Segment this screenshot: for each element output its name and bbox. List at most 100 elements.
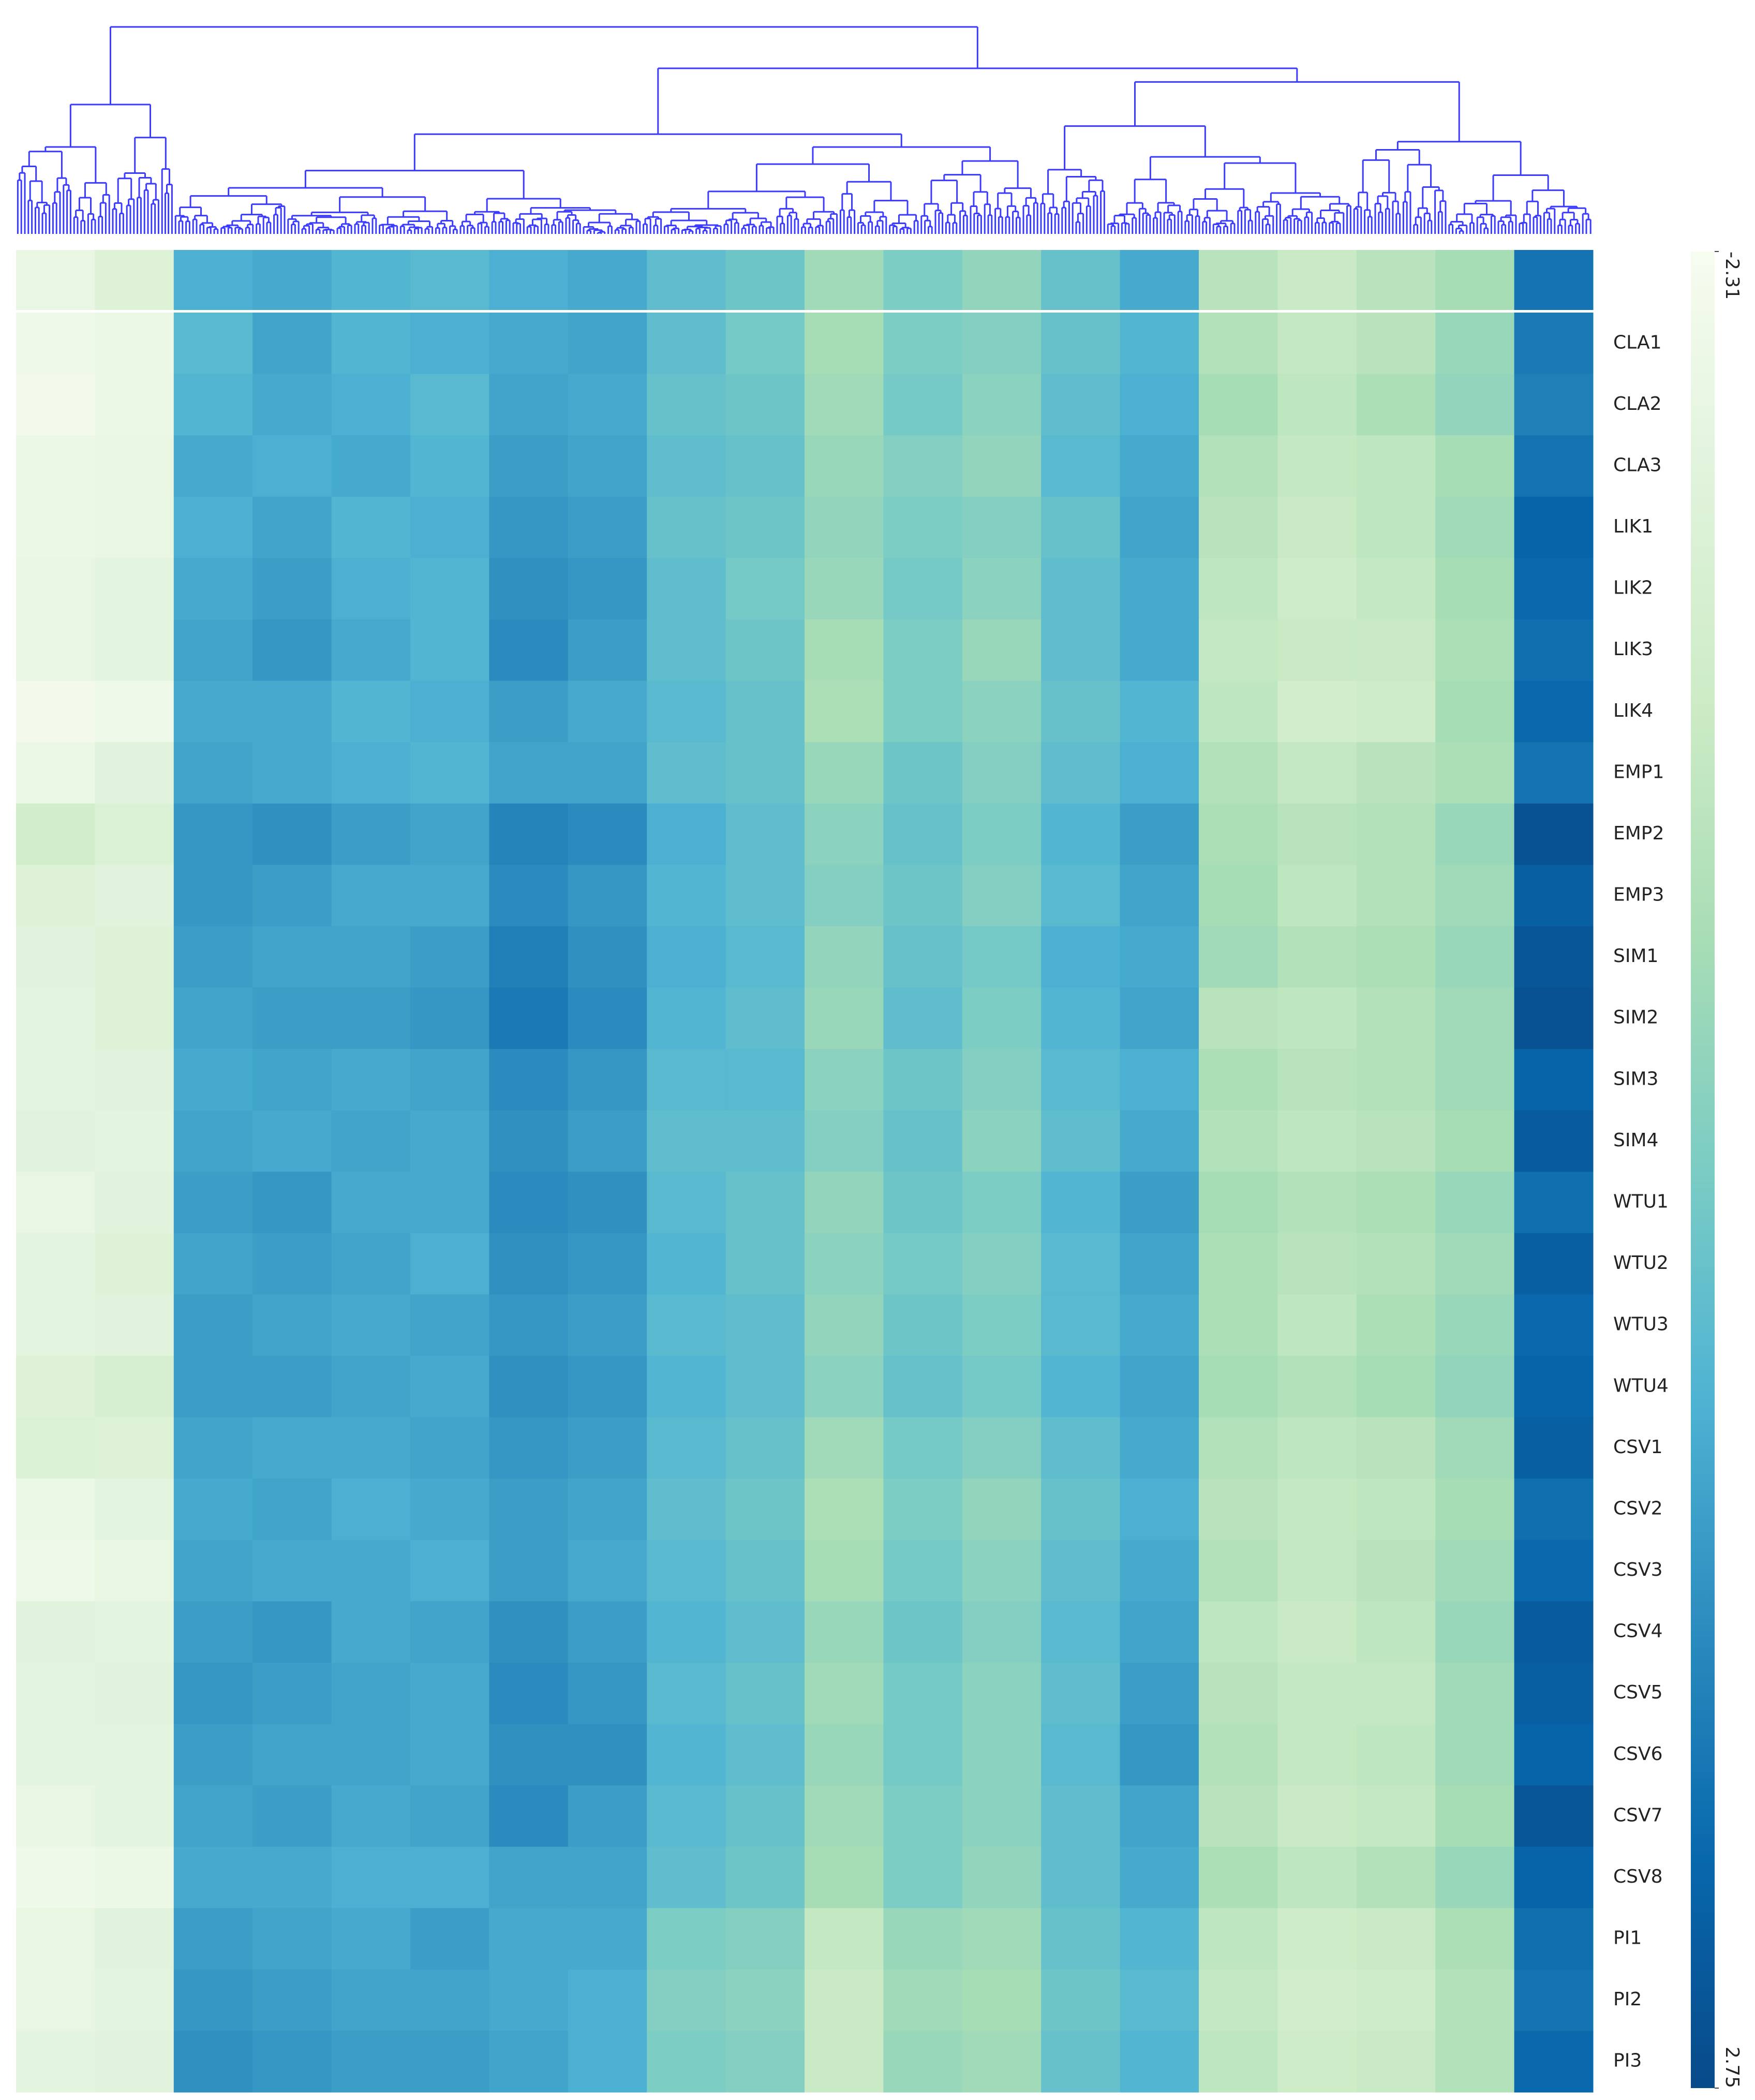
heatmap-cell bbox=[1277, 1172, 1357, 1234]
summary-cell bbox=[16, 250, 95, 310]
heatmap-cell bbox=[568, 987, 647, 1049]
heatmap-cell bbox=[805, 803, 884, 865]
row-label: CLA1 bbox=[1613, 332, 1662, 353]
heatmap-cell bbox=[489, 681, 569, 743]
heatmap-cell bbox=[95, 1908, 174, 1970]
heatmap-cell bbox=[173, 619, 253, 682]
heatmap-cell bbox=[1435, 1355, 1515, 1418]
heatmap-cell bbox=[410, 1785, 489, 1847]
heatmap-cell bbox=[489, 1478, 569, 1541]
heatmap-cell bbox=[568, 1969, 647, 2031]
heatmap-cell bbox=[1277, 1785, 1357, 1847]
heatmap-cell bbox=[1199, 681, 1278, 743]
heatmap-cell bbox=[489, 926, 569, 988]
heatmap-cell bbox=[410, 435, 489, 497]
heatmap-cell bbox=[95, 742, 174, 804]
dendrogram bbox=[17, 26, 1592, 234]
heatmap-cell bbox=[883, 558, 963, 620]
heatmap-cell bbox=[1356, 1355, 1436, 1418]
heatmap-cell bbox=[1277, 1233, 1357, 1295]
heatmap-cell bbox=[1514, 1969, 1594, 2031]
heatmap-cell bbox=[410, 1172, 489, 1234]
heatmap-cell bbox=[16, 1294, 95, 1356]
summary-cell bbox=[725, 250, 805, 310]
heatmap-cell bbox=[173, 1785, 253, 1847]
heatmap-cell bbox=[647, 1540, 726, 1602]
heatmap-cell bbox=[725, 1724, 805, 1786]
heatmap-cell bbox=[725, 374, 805, 436]
heatmap-cell bbox=[173, 742, 253, 804]
heatmap-cell bbox=[883, 803, 963, 865]
heatmap-cell bbox=[568, 926, 647, 988]
heatmap-cell bbox=[1435, 2031, 1515, 2093]
heatmap-cell bbox=[883, 1601, 963, 1663]
heatmap-cell bbox=[1356, 1172, 1436, 1234]
heatmap-cell bbox=[16, 1785, 95, 1847]
heatmap-cell bbox=[1120, 496, 1199, 558]
heatmap-cell bbox=[883, 1785, 963, 1847]
heatmap-cell bbox=[1277, 926, 1357, 988]
heatmap-cell bbox=[1356, 496, 1436, 558]
heatmap-cell bbox=[725, 865, 805, 927]
heatmap-cell bbox=[647, 1478, 726, 1541]
row-label: CSV3 bbox=[1613, 1559, 1663, 1580]
heatmap-cell bbox=[16, 2031, 95, 2093]
heatmap-cell bbox=[1199, 558, 1278, 620]
heatmap-cell bbox=[16, 1969, 95, 2031]
heatmap-cell bbox=[647, 865, 726, 927]
heatmap-cell bbox=[883, 987, 963, 1049]
heatmap-cell bbox=[1120, 865, 1199, 927]
heatmap-cell bbox=[1199, 313, 1278, 375]
row-label: CSV5 bbox=[1613, 1682, 1663, 1703]
heatmap-cell bbox=[1514, 619, 1594, 682]
heatmap-cell bbox=[568, 435, 647, 497]
heatmap-cell bbox=[1277, 742, 1357, 804]
heatmap-cell bbox=[1435, 1785, 1515, 1847]
summary-cell bbox=[883, 250, 963, 310]
heatmap-cell bbox=[173, 1417, 253, 1479]
heatmap-cell bbox=[1120, 1233, 1199, 1295]
heatmap-cell bbox=[1041, 558, 1121, 620]
heatmap-cell bbox=[1041, 1478, 1121, 1541]
heatmap-cell bbox=[725, 1601, 805, 1663]
heatmap-cell bbox=[883, 1417, 963, 1479]
summary-cell bbox=[1041, 250, 1121, 310]
summary-cell bbox=[1514, 250, 1594, 310]
heatmap-cell bbox=[1514, 1662, 1594, 1724]
heatmap-cell bbox=[410, 619, 489, 682]
heatmap-cell bbox=[1435, 1478, 1515, 1541]
heatmap-cell bbox=[1041, 987, 1121, 1049]
heatmap-cell bbox=[1356, 1846, 1436, 1909]
heatmap-cell bbox=[1435, 1233, 1515, 1295]
heatmap-cell bbox=[568, 1294, 647, 1356]
row-label: EMP2 bbox=[1613, 823, 1664, 844]
heatmap-cell bbox=[1041, 742, 1121, 804]
heatmap-cell bbox=[95, 619, 174, 682]
heatmap-cell bbox=[331, 1233, 411, 1295]
heatmap-cell bbox=[1041, 2031, 1121, 2093]
heatmap-cell bbox=[489, 1172, 569, 1234]
heatmap-cell bbox=[489, 496, 569, 558]
heatmap-cell bbox=[1041, 1662, 1121, 1724]
heatmap-cell bbox=[489, 2031, 569, 2093]
heatmap-cell bbox=[883, 619, 963, 682]
heatmap-cell bbox=[331, 435, 411, 497]
heatmap-cell bbox=[725, 619, 805, 682]
heatmap-cell bbox=[489, 865, 569, 927]
heatmap-cell bbox=[647, 1662, 726, 1724]
heatmap-cell bbox=[252, 1049, 332, 1111]
heatmap-cell bbox=[647, 1846, 726, 1909]
heatmap-cell bbox=[1199, 1172, 1278, 1234]
heatmap-cell bbox=[410, 926, 489, 988]
heatmap-cell bbox=[1041, 926, 1121, 988]
heatmap-cell bbox=[883, 2031, 963, 2093]
heatmap-cell bbox=[1120, 2031, 1199, 2093]
heatmap-cell bbox=[725, 1049, 805, 1111]
heatmap-cell bbox=[331, 313, 411, 375]
heatmap-cell bbox=[95, 313, 174, 375]
heatmap-cell bbox=[95, 1233, 174, 1295]
heatmap-cell bbox=[16, 374, 95, 436]
heatmap-cell bbox=[1199, 1969, 1278, 2031]
heatmap-cell bbox=[489, 1601, 569, 1663]
heatmap-cell bbox=[883, 1478, 963, 1541]
